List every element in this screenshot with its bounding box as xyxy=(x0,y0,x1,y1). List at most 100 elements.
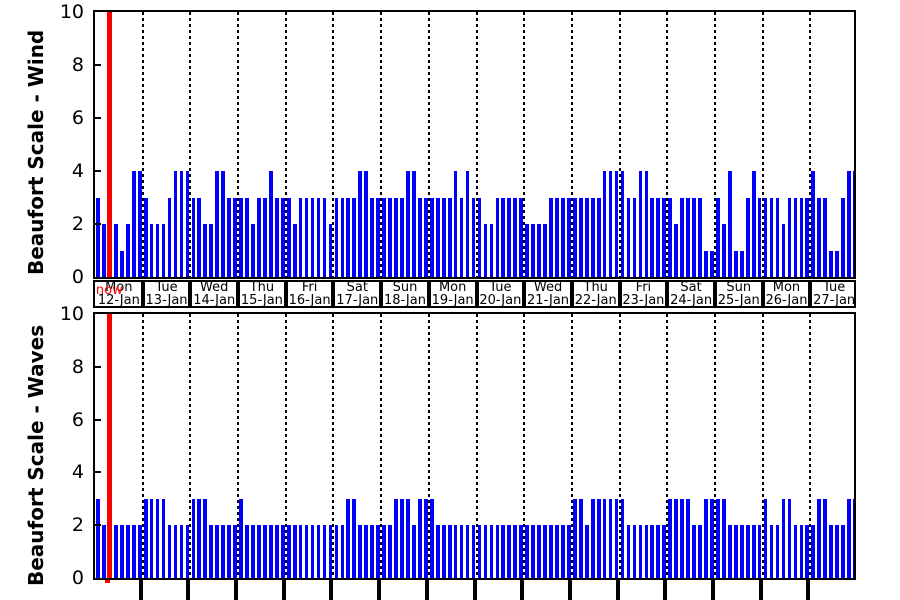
now-marker-label-top: now xyxy=(95,283,123,298)
bar xyxy=(304,525,309,578)
bar xyxy=(662,197,667,277)
x-tick-mark xyxy=(329,580,334,600)
x-tick-mark xyxy=(424,580,429,600)
bar xyxy=(549,525,553,578)
y-tick-mark xyxy=(93,418,101,421)
bar xyxy=(209,224,214,277)
bar xyxy=(555,197,559,277)
bar xyxy=(698,525,702,578)
bar xyxy=(263,525,267,578)
bar xyxy=(507,197,512,277)
waves-bar-series xyxy=(95,314,854,578)
now-marker-line xyxy=(107,12,113,277)
day-separator xyxy=(569,282,574,306)
bar xyxy=(710,498,714,578)
day-of-week-label: Sun xyxy=(392,282,418,295)
x-tick-mark xyxy=(710,580,715,600)
day-separator xyxy=(665,282,670,306)
bar xyxy=(358,525,363,578)
bar xyxy=(716,498,720,578)
bar xyxy=(322,197,327,277)
bar xyxy=(114,224,118,277)
day-label-cell: Sat 24-Jan xyxy=(667,282,715,306)
bar xyxy=(632,525,637,578)
bar xyxy=(781,224,786,277)
bar xyxy=(829,525,833,578)
bar xyxy=(429,197,434,277)
day-boundary-gridline xyxy=(141,314,144,578)
day-of-week-label: Thu xyxy=(249,282,275,295)
day-boundary-gridline xyxy=(284,12,287,277)
bar xyxy=(388,525,392,578)
bar xyxy=(292,224,297,277)
bar xyxy=(465,525,470,578)
bar xyxy=(561,525,565,578)
day-boundary-gridline xyxy=(380,314,383,578)
day-label-cell: Sat 17-Jan xyxy=(333,282,381,306)
bar xyxy=(233,197,237,277)
day-date-label: 15-Jan xyxy=(240,293,283,306)
bar xyxy=(835,250,839,277)
bar xyxy=(704,498,708,578)
bar xyxy=(680,197,684,277)
bar xyxy=(149,224,154,277)
bar xyxy=(513,525,518,578)
bar xyxy=(537,525,541,578)
day-separator xyxy=(283,282,288,306)
day-date-label: 26-Jan xyxy=(765,293,808,306)
bar xyxy=(364,525,369,578)
bar xyxy=(769,525,774,578)
bar xyxy=(602,498,607,578)
bar xyxy=(596,498,601,578)
day-separator xyxy=(760,282,765,306)
x-tick-mark xyxy=(520,580,525,600)
bar xyxy=(716,197,720,277)
bar xyxy=(102,224,106,277)
bar xyxy=(620,171,625,277)
bar xyxy=(155,498,160,578)
bar xyxy=(745,525,750,578)
bar xyxy=(298,525,303,578)
bar xyxy=(751,171,756,277)
bar xyxy=(763,498,768,578)
bar xyxy=(596,197,601,277)
bar xyxy=(251,224,255,277)
bar xyxy=(799,525,804,578)
day-separator xyxy=(474,282,479,306)
now-marker-tick xyxy=(105,580,111,583)
day-boundary-gridline xyxy=(284,314,287,578)
day-date-label: 24-Jan xyxy=(670,293,713,306)
bar xyxy=(584,525,589,578)
bar xyxy=(286,197,291,277)
bar xyxy=(793,197,798,277)
day-boundary-gridline xyxy=(332,314,335,578)
y-tick-mark xyxy=(93,524,101,527)
bar xyxy=(626,197,631,277)
bar xyxy=(137,525,142,578)
bar xyxy=(775,525,780,578)
bar xyxy=(567,197,571,277)
bar xyxy=(650,525,655,578)
bar xyxy=(578,498,583,578)
y-tick-label: 4 xyxy=(71,160,84,182)
bar xyxy=(471,525,476,578)
bar xyxy=(561,197,565,277)
y-tick-mark xyxy=(93,365,101,368)
day-label-cell: Sun 25-Jan xyxy=(715,282,763,306)
bar xyxy=(155,224,160,277)
bar xyxy=(418,197,422,277)
bar xyxy=(489,525,494,578)
x-tick-mark xyxy=(281,580,286,600)
day-boundary-gridline xyxy=(809,12,812,277)
bar xyxy=(525,525,529,578)
day-label-cell: Fri 23-Jan xyxy=(620,282,668,306)
bar xyxy=(632,197,637,277)
x-tick-mark xyxy=(615,580,620,600)
bar xyxy=(781,498,786,578)
bar xyxy=(179,171,184,277)
bar xyxy=(346,498,351,578)
bar xyxy=(239,498,243,578)
bar xyxy=(358,171,363,277)
bar xyxy=(501,525,506,578)
